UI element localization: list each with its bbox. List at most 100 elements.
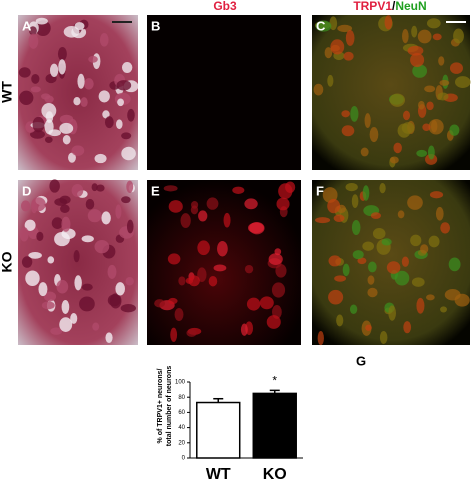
cell <box>381 238 392 246</box>
cell <box>351 194 359 209</box>
cell <box>407 195 423 210</box>
cell <box>185 277 194 284</box>
cell <box>426 18 441 29</box>
cell <box>56 279 69 294</box>
cell <box>50 327 63 335</box>
cell <box>440 306 447 313</box>
annotation: * <box>272 374 277 388</box>
cell <box>364 113 371 129</box>
cell <box>341 125 355 137</box>
cell <box>342 263 350 277</box>
cell <box>362 185 370 201</box>
cell <box>455 76 471 88</box>
cell <box>32 116 45 133</box>
cell <box>389 93 406 107</box>
cell <box>81 235 94 243</box>
cell <box>444 289 461 301</box>
cell <box>266 315 281 329</box>
cell <box>431 119 438 133</box>
cell <box>74 22 85 30</box>
cell <box>68 152 76 163</box>
cell <box>19 227 29 242</box>
cell <box>49 179 60 193</box>
cell <box>352 250 364 260</box>
cell <box>73 250 80 263</box>
cell <box>357 257 367 265</box>
cell <box>403 321 412 334</box>
cell <box>91 183 98 192</box>
cell <box>116 80 132 91</box>
cell <box>71 145 85 156</box>
cell <box>426 101 434 111</box>
row-label: KO <box>0 251 15 272</box>
cell <box>44 119 54 135</box>
cell <box>345 30 355 46</box>
cell <box>427 145 435 160</box>
cell <box>28 33 39 49</box>
cell <box>416 149 428 157</box>
cell <box>345 182 358 192</box>
y-tick-label: 100 <box>175 380 186 386</box>
cell <box>393 142 402 154</box>
cell <box>437 92 449 101</box>
cell <box>18 67 31 78</box>
cell <box>438 56 445 66</box>
cell <box>87 209 102 223</box>
cell <box>25 270 40 287</box>
cell <box>168 200 183 213</box>
cell <box>31 73 40 84</box>
cell <box>333 214 345 222</box>
cell <box>107 264 117 279</box>
cell <box>213 264 227 272</box>
cell <box>370 212 381 219</box>
cell <box>121 61 133 73</box>
cell <box>59 317 73 332</box>
cell <box>372 228 386 240</box>
cell <box>61 216 71 232</box>
cell <box>74 275 82 291</box>
cell <box>190 205 199 215</box>
cell <box>285 181 296 193</box>
cell <box>206 197 219 210</box>
cell <box>271 282 286 298</box>
cell <box>337 24 353 33</box>
cell <box>85 198 95 210</box>
cell <box>240 323 248 336</box>
panel-image <box>147 15 301 170</box>
cell <box>424 85 436 93</box>
cell <box>70 312 78 324</box>
cell <box>121 146 136 161</box>
cell <box>327 74 334 87</box>
cell <box>367 275 375 285</box>
cell <box>120 304 136 313</box>
cell <box>186 329 197 337</box>
cell <box>410 52 425 68</box>
cell <box>99 33 109 47</box>
cell <box>41 103 57 119</box>
cell <box>104 116 114 129</box>
cell <box>57 46 67 61</box>
cell <box>208 276 218 287</box>
x-tick-label: WT <box>206 466 231 483</box>
cell <box>105 332 113 344</box>
cell <box>126 219 134 234</box>
cell <box>117 98 124 107</box>
cell <box>397 210 405 219</box>
y-tick-label: 20 <box>178 440 185 446</box>
cell <box>246 297 261 311</box>
cell <box>36 231 44 241</box>
cell <box>121 132 132 140</box>
cell <box>402 110 411 121</box>
cell <box>115 204 122 219</box>
cell <box>102 110 110 119</box>
cell <box>368 261 377 273</box>
y-tick-label: 0 <box>182 456 186 462</box>
cell <box>313 83 324 96</box>
cell <box>30 86 41 93</box>
column-header: Gb3 <box>213 0 237 13</box>
cell <box>328 289 344 305</box>
cell <box>379 182 386 194</box>
cell <box>244 264 254 274</box>
header-part: / <box>392 0 396 13</box>
